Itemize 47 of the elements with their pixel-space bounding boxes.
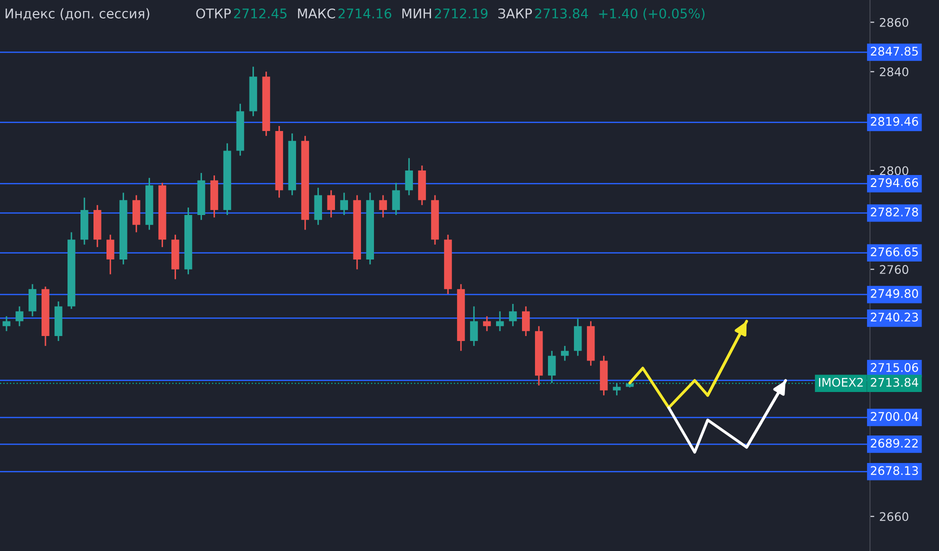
y-tick-label: 2660	[880, 512, 908, 522]
candlestick	[106, 234, 114, 275]
candlestick	[496, 310, 504, 332]
candlestick	[327, 190, 336, 218]
annotation: ОТКР	[196, 8, 231, 18]
candlestick	[379, 194, 387, 218]
candlestick	[392, 182, 400, 216]
candlestick	[340, 192, 348, 216]
ref-line-label: IMOEX2	[819, 378, 863, 387]
line-series	[667, 379, 787, 454]
ref-line-label: 2794.66	[870, 178, 918, 188]
y-tick-label: 2760	[880, 265, 908, 274]
text: 2713.84	[870, 378, 918, 387]
ref-line-label: 2678.13	[870, 466, 918, 476]
ref-line-label: 2847.85	[870, 46, 918, 56]
ref-line-label: 2715.06	[870, 363, 918, 372]
ref-line-label: 2819.46	[870, 116, 918, 126]
y-tick-label: 2860	[880, 18, 908, 27]
candlestick	[483, 316, 491, 332]
y-tick-label: 2800	[880, 166, 908, 176]
annotation: МИН	[402, 8, 431, 18]
ref-line-label: 2700.04	[870, 412, 918, 421]
ref-line-label: 2766.65	[870, 247, 918, 256]
ref-line-label: 2782.78	[870, 208, 918, 216]
annotation: МАКС	[298, 8, 336, 18]
ref-line-label: 2749.80	[870, 289, 918, 298]
annotation: 2713.84	[535, 8, 588, 18]
annotation: 2714.16	[338, 8, 392, 18]
line-series	[628, 320, 748, 410]
annotation: 2712.19	[434, 8, 488, 18]
text: Индекс (доп. сессия)	[6, 8, 150, 20]
y-tick-label: 2840	[880, 67, 908, 76]
candlestick	[548, 350, 556, 384]
annotation: +1.40 (+0.05%)	[599, 8, 704, 20]
annotation: 2712.45	[234, 8, 286, 18]
candlestick	[470, 306, 478, 347]
ref-line-label: 2689.22	[870, 438, 918, 448]
ref-line-label: 2740.23	[870, 312, 918, 322]
candlestick	[509, 303, 517, 327]
candlestick	[522, 306, 530, 337]
candlestick	[28, 283, 36, 317]
candlestick	[612, 382, 621, 396]
candlestick	[560, 345, 569, 362]
candlestick	[405, 157, 413, 196]
candlestick	[2, 316, 10, 332]
annotation: ЗАКР	[498, 8, 532, 18]
candlestick	[16, 306, 24, 327]
